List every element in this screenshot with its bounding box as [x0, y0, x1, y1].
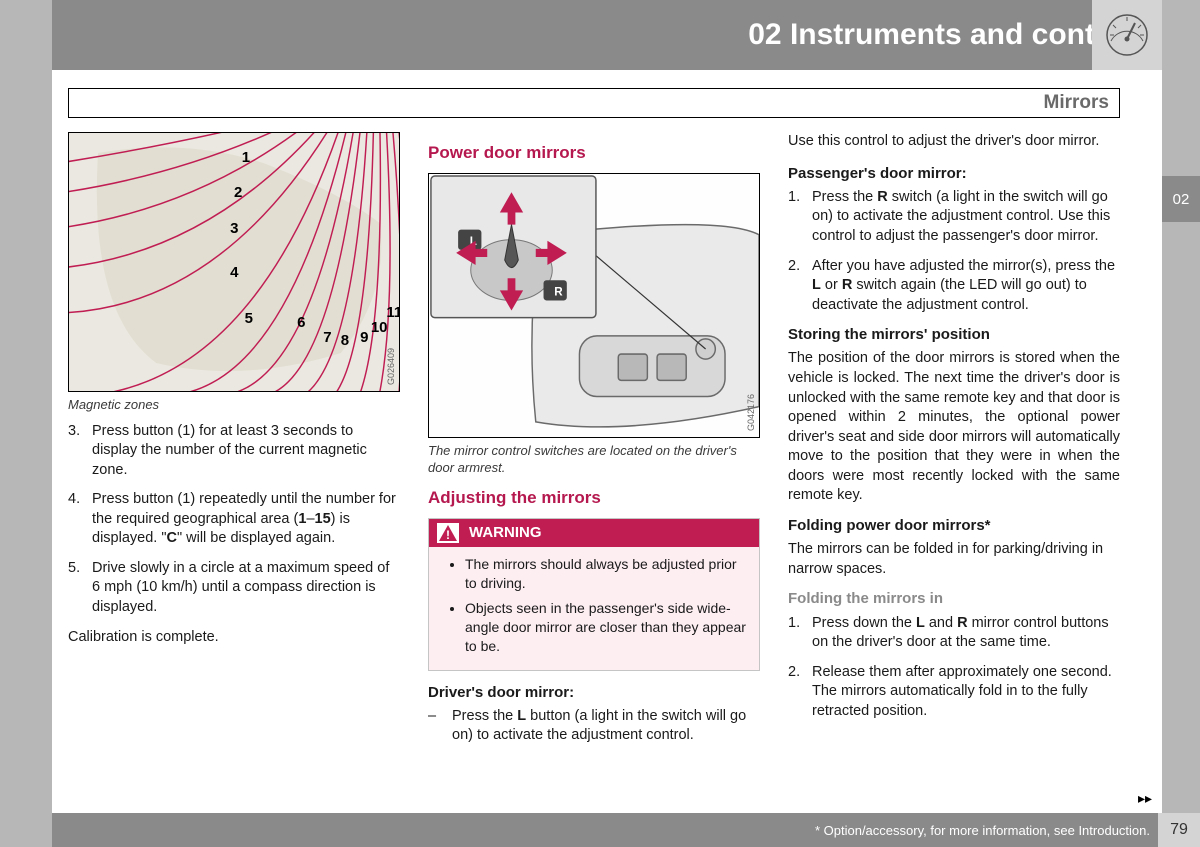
step-number: 3. — [68, 422, 92, 481]
warning-header: ! WARNING — [429, 519, 759, 547]
manual-page: 02 Instruments and controls Mirrors 02 — [0, 0, 1200, 847]
list-item: 5.Drive slowly in a circle at a maximum … — [68, 559, 400, 618]
page-number-value: 79 — [1170, 821, 1188, 839]
heading-passenger-mirror: Passenger's door mirror: — [788, 164, 1120, 184]
warning-item: Objects seen in the passenger's side wid… — [465, 599, 747, 656]
calibration-complete: Calibration is complete. — [68, 628, 400, 648]
driver-mirror-list: – Press the L button (a light in the swi… — [428, 707, 760, 746]
heading-adjusting-mirrors: Adjusting the mirrors — [428, 487, 760, 510]
page-number: 79 — [1158, 813, 1200, 847]
zone-label: 1 — [242, 148, 250, 168]
step-number: 2. — [788, 257, 812, 316]
step-number: 4. — [68, 490, 92, 549]
footer-note: * Option/accessory, for more information… — [815, 823, 1150, 838]
zone-label: 2 — [234, 183, 242, 203]
compass-steps-list: 3.Press button (1) for at least 3 second… — [68, 422, 400, 618]
zone-label: 9 — [360, 328, 368, 348]
step-text: Press down the L and R mirror control bu… — [812, 614, 1120, 653]
footer-strip: * Option/accessory, for more information… — [52, 813, 1162, 847]
figure2-caption: The mirror control switches are located … — [428, 442, 760, 477]
folding-steps-list: 1.Press down the L and R mirror control … — [788, 614, 1120, 722]
right-margin-bar — [1162, 0, 1200, 847]
figure-code: G026409 — [385, 348, 397, 385]
column-3: Use this control to adjust the driver's … — [788, 132, 1120, 787]
heading-storing-position: Storing the mirrors' position — [788, 325, 1120, 345]
heading-driver-mirror: Driver's door mirror: — [428, 683, 760, 703]
step-number: 1. — [788, 614, 812, 653]
section-label-row: Mirrors — [68, 88, 1120, 118]
zone-label: 4 — [230, 263, 238, 283]
list-item: 2.After you have adjusted the mirror(s),… — [788, 257, 1120, 316]
zone-label: 3 — [230, 219, 238, 239]
continuation-arrows-icon: ▸▸ — [1138, 790, 1152, 807]
list-item: 1.Press down the L and R mirror control … — [788, 614, 1120, 653]
list-item: 4.Press button (1) repeatedly until the … — [68, 490, 400, 549]
step-number: 2. — [788, 663, 812, 722]
zone-label: 11 — [386, 303, 400, 323]
heading-folding-in: Folding the mirrors in — [788, 589, 1120, 609]
driver-mirror-text: Press the L button (a light in the switc… — [452, 707, 760, 746]
left-margin-bar — [0, 0, 52, 847]
gauge-icon — [1092, 0, 1162, 70]
svg-text:!: ! — [446, 528, 450, 541]
step-text: Press the R switch (a light in the switc… — [812, 188, 1120, 247]
zone-label: 10 — [371, 318, 388, 338]
figure-mirror-controls: L R G042176 — [428, 173, 760, 438]
heading-folding-mirrors: Folding power door mirrors* — [788, 516, 1120, 536]
section-label: Mirrors — [1044, 92, 1109, 114]
step-number: 5. — [68, 559, 92, 618]
step-text: Press button (1) repeatedly until the nu… — [92, 490, 400, 549]
step-text: After you have adjusted the mirror(s), p… — [812, 257, 1120, 316]
folding-mirrors-text: The mirrors can be folded in for parking… — [788, 540, 1120, 579]
chapter-header: 02 Instruments and controls — [52, 0, 1162, 70]
warning-list: The mirrors should always be adjusted pr… — [453, 555, 747, 655]
warning-triangle-icon: ! — [437, 523, 459, 543]
content-columns: G026409 123456789101112131415 Magnetic z… — [68, 132, 1120, 787]
step-number: 1. — [788, 188, 812, 247]
list-item: 1.Press the R switch (a light in the swi… — [788, 188, 1120, 247]
step-text: Drive slowly in a circle at a maximum sp… — [92, 559, 400, 618]
passenger-steps-list: 1.Press the R switch (a light in the swi… — [788, 188, 1120, 315]
zone-label: 6 — [297, 313, 305, 333]
chapter-title: 02 Instruments and controls — [748, 18, 1150, 52]
zone-label: 7 — [323, 328, 331, 348]
column-2: Power door mirrors — [428, 132, 760, 787]
warning-body: The mirrors should always be adjusted pr… — [429, 547, 759, 669]
warning-item: The mirrors should always be adjusted pr… — [465, 555, 747, 593]
figure1-caption: Magnetic zones — [68, 396, 400, 414]
figure-magnetic-zones: G026409 123456789101112131415 — [68, 132, 400, 392]
svg-text:R: R — [554, 284, 563, 298]
zone-label: 8 — [341, 331, 349, 351]
step-text: Press button (1) for at least 3 seconds … — [92, 422, 400, 481]
column-1: G026409 123456789101112131415 Magnetic z… — [68, 132, 400, 787]
list-item: 2.Release them after approximately one s… — [788, 663, 1120, 722]
zone-label: 5 — [245, 309, 253, 329]
heading-power-mirrors: Power door mirrors — [428, 142, 760, 165]
list-item: 3.Press button (1) for at least 3 second… — [68, 422, 400, 481]
dash-bullet: – — [428, 707, 452, 746]
warning-label: WARNING — [469, 523, 542, 543]
step-text: Release them after approximately one sec… — [812, 663, 1120, 722]
chapter-tab-label: 02 — [1173, 191, 1190, 208]
figure-code: G042176 — [745, 394, 757, 431]
driver-mirror-lead: Use this control to adjust the driver's … — [788, 132, 1120, 152]
storing-position-text: The position of the door mirrors is stor… — [788, 349, 1120, 506]
chapter-tab: 02 — [1162, 176, 1200, 222]
warning-box: ! WARNING The mirrors should always be a… — [428, 518, 760, 671]
list-item: – Press the L button (a light in the swi… — [428, 707, 760, 746]
